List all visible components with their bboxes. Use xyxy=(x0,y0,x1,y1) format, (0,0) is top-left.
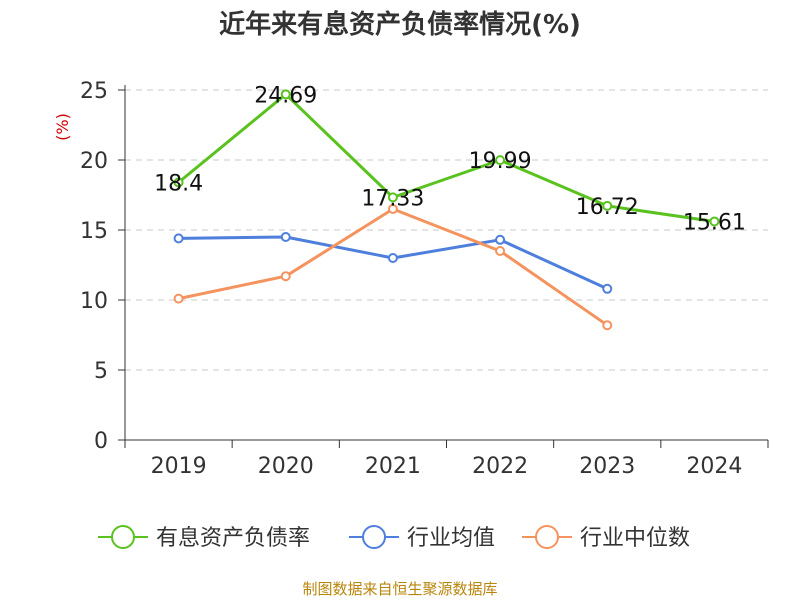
series-point-3 xyxy=(387,204,398,214)
series-point-1 xyxy=(173,177,184,188)
series-line-3 xyxy=(178,207,609,327)
series-line-1 xyxy=(177,92,715,223)
data-label: 17.33 xyxy=(361,186,424,211)
y-tick-label: 5 xyxy=(94,359,108,384)
x-tick-label: 2019 xyxy=(151,454,207,479)
data-label: 24.69 xyxy=(254,83,317,108)
data-label: 19.99 xyxy=(469,149,532,174)
data-label: 15.61 xyxy=(683,210,746,235)
y-tick-label: 10 xyxy=(80,289,108,314)
source-note: 制图数据来自恒生聚源数据库 xyxy=(302,580,497,598)
x-tick-label: 2020 xyxy=(258,454,314,479)
series-point-2 xyxy=(495,234,506,245)
series-point-3 xyxy=(602,320,613,331)
y-axis-unit: (%) xyxy=(53,113,72,141)
series-point-3 xyxy=(280,271,291,282)
x-tick-label: 2023 xyxy=(579,454,635,479)
series-point-1 xyxy=(495,155,506,166)
series-point-3 xyxy=(173,293,184,304)
legend-marker-1 xyxy=(111,525,135,549)
series-point-2 xyxy=(280,232,291,242)
axes: 0 5 10 15 20 25 2019 2020 2021 2022 2023 2024 xyxy=(80,79,769,479)
data-labels: 18.4 24.69 17.33 19.99 16.72 15.61 xyxy=(154,83,746,235)
legend: 有息资产负债率 行业均值 行业中位数 xyxy=(98,525,690,551)
data-label: 16.72 xyxy=(576,195,639,220)
series-point-1 xyxy=(709,216,720,227)
y-tick-label: 0 xyxy=(94,429,108,454)
x-tick-label: 2021 xyxy=(365,454,421,479)
series-point-1 xyxy=(387,192,398,203)
y-tick-label: 20 xyxy=(80,149,108,174)
legend-label-3: 行业中位数 xyxy=(580,526,690,551)
series-point-1 xyxy=(280,89,291,100)
y-tick-label: 15 xyxy=(80,219,108,244)
series-point-3 xyxy=(495,246,506,256)
data-label: 18.4 xyxy=(154,171,203,196)
legend-label-2: 行业均值 xyxy=(407,526,495,551)
series-point-1 xyxy=(602,200,613,211)
series-point-2 xyxy=(173,233,184,244)
legend-marker-2 xyxy=(362,525,386,549)
series-point-2 xyxy=(387,253,398,263)
x-tick-label: 2022 xyxy=(472,454,528,479)
x-tick-label: 2024 xyxy=(686,454,742,479)
y-tick-label: 25 xyxy=(80,79,108,104)
legend-label-1: 有息资产负债率 xyxy=(156,526,310,551)
legend-marker-3 xyxy=(535,525,559,549)
chart-title: 近年来有息资产负债率情况(%) xyxy=(219,9,581,40)
series-layer xyxy=(173,89,720,331)
series-point-2 xyxy=(602,283,613,294)
